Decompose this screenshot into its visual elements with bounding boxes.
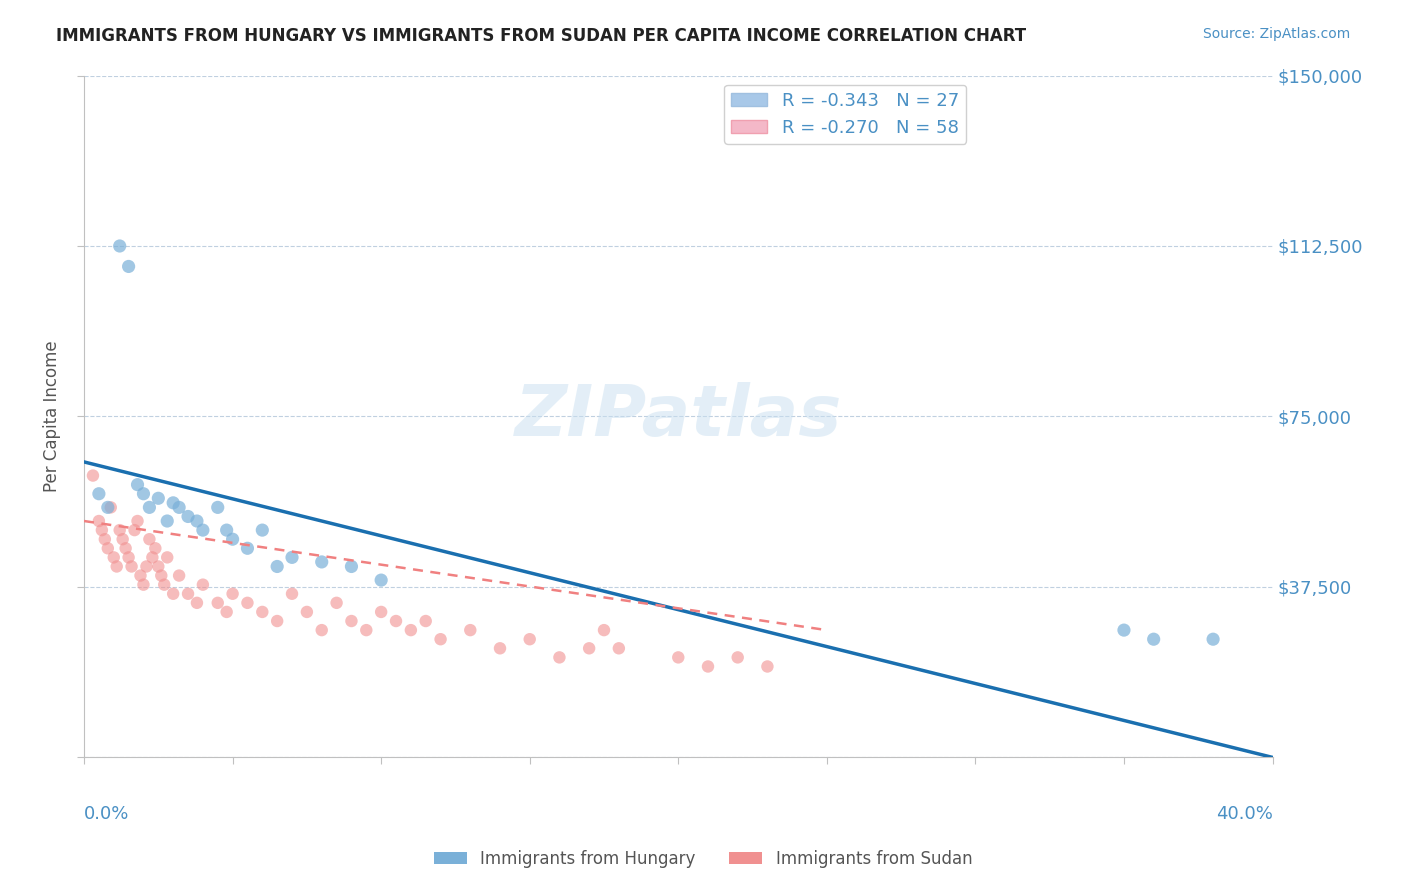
Point — [593, 623, 616, 637]
Point — [143, 541, 166, 556]
Point — [356, 623, 378, 637]
Point — [97, 541, 120, 556]
Point — [167, 568, 190, 582]
Point — [340, 559, 363, 574]
Point — [82, 468, 104, 483]
Point — [311, 623, 333, 637]
Point — [578, 641, 600, 656]
Point — [177, 587, 200, 601]
Point — [215, 523, 238, 537]
Point — [141, 550, 163, 565]
Point — [519, 632, 541, 647]
Point — [186, 596, 208, 610]
Point — [385, 614, 408, 628]
Text: IMMIGRANTS FROM HUNGARY VS IMMIGRANTS FROM SUDAN PER CAPITA INCOME CORRELATION C: IMMIGRANTS FROM HUNGARY VS IMMIGRANTS FR… — [56, 27, 1026, 45]
Point — [236, 541, 259, 556]
Point — [103, 550, 125, 565]
Point — [458, 623, 481, 637]
Point — [127, 514, 149, 528]
Point — [148, 491, 170, 506]
Point — [108, 523, 131, 537]
Point — [1112, 623, 1135, 637]
Point — [138, 500, 160, 515]
Point — [117, 550, 139, 565]
Point — [1143, 632, 1166, 647]
Text: Source: ZipAtlas.com: Source: ZipAtlas.com — [1202, 27, 1350, 41]
Y-axis label: Per Capita Income: Per Capita Income — [44, 341, 60, 492]
Point — [756, 659, 779, 673]
Point — [132, 577, 155, 591]
Point — [114, 541, 136, 556]
Point — [135, 559, 157, 574]
Legend: Immigrants from Hungary, Immigrants from Sudan: Immigrants from Hungary, Immigrants from… — [427, 844, 979, 875]
Point — [97, 500, 120, 515]
Point — [121, 559, 143, 574]
Point — [132, 487, 155, 501]
Legend: R = -0.343   N = 27, R = -0.270   N = 58: R = -0.343 N = 27, R = -0.270 N = 58 — [724, 85, 966, 144]
Point — [666, 650, 689, 665]
Point — [415, 614, 437, 628]
Point — [370, 573, 392, 587]
Point — [215, 605, 238, 619]
Point — [129, 568, 152, 582]
Point — [162, 587, 184, 601]
Point — [370, 605, 392, 619]
Point — [87, 514, 110, 528]
Point — [727, 650, 749, 665]
Point — [191, 523, 214, 537]
Point — [489, 641, 512, 656]
Point — [105, 559, 128, 574]
Point — [100, 500, 122, 515]
Point — [191, 577, 214, 591]
Point — [186, 514, 208, 528]
Point — [399, 623, 422, 637]
Point — [162, 496, 184, 510]
Point — [108, 239, 131, 253]
Point — [156, 550, 179, 565]
Point — [148, 559, 170, 574]
Point — [1202, 632, 1225, 647]
Point — [177, 509, 200, 524]
Point — [153, 577, 176, 591]
Point — [221, 532, 243, 546]
Point — [127, 477, 149, 491]
Point — [111, 532, 134, 546]
Point — [117, 260, 139, 274]
Point — [429, 632, 451, 647]
Point — [266, 559, 288, 574]
Point — [90, 523, 112, 537]
Point — [340, 614, 363, 628]
Point — [281, 587, 304, 601]
Point — [156, 514, 179, 528]
Point — [207, 596, 229, 610]
Point — [138, 532, 160, 546]
Point — [281, 550, 304, 565]
Text: 0.0%: 0.0% — [84, 805, 129, 823]
Point — [548, 650, 571, 665]
Point — [94, 532, 117, 546]
Point — [87, 487, 110, 501]
Point — [607, 641, 630, 656]
Point — [697, 659, 720, 673]
Point — [124, 523, 146, 537]
Point — [325, 596, 347, 610]
Point — [167, 500, 190, 515]
Point — [150, 568, 173, 582]
Text: 40.0%: 40.0% — [1216, 805, 1272, 823]
Point — [252, 523, 274, 537]
Point — [221, 587, 243, 601]
Point — [207, 500, 229, 515]
Point — [236, 596, 259, 610]
Point — [295, 605, 318, 619]
Point — [311, 555, 333, 569]
Text: ZIPatlas: ZIPatlas — [515, 382, 842, 451]
Point — [266, 614, 288, 628]
Point — [252, 605, 274, 619]
